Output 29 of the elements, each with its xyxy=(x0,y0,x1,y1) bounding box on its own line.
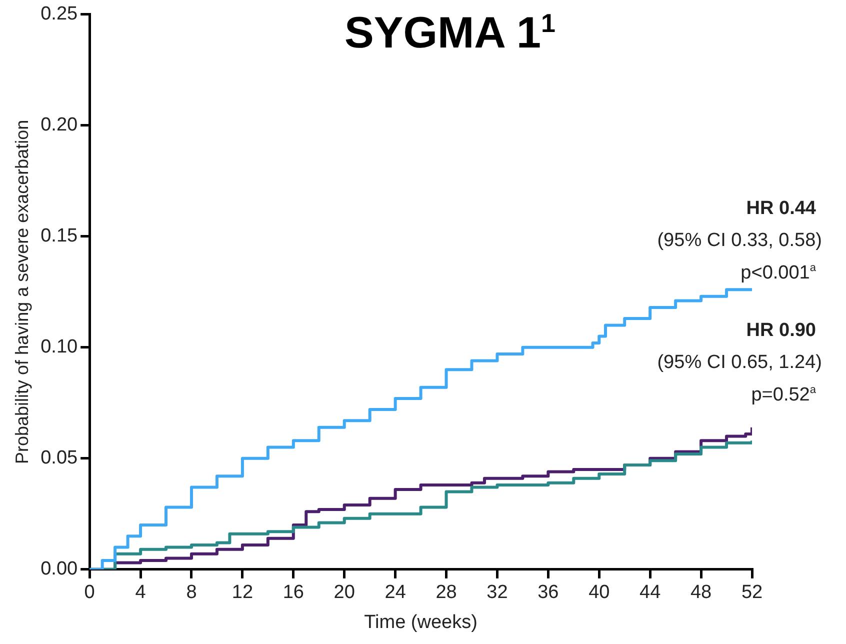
y-tick-label: 0.00 xyxy=(40,558,78,580)
x-tick-label: 40 xyxy=(588,582,610,604)
y-tick-label: 0.20 xyxy=(40,114,78,136)
annotation: (95% CI 0.33, 0.58) xyxy=(657,230,822,252)
x-tick-label: 20 xyxy=(334,582,355,604)
x-tick-label: 36 xyxy=(538,582,559,604)
annotation: HR 0.90 xyxy=(746,320,816,342)
x-tick-label: 0 xyxy=(84,582,95,604)
x-tick-label: 28 xyxy=(436,582,457,604)
chart-title: SYGMA 1$^{1}$ xyxy=(344,8,556,59)
y-tick-label: 0.25 xyxy=(40,4,78,25)
x-tick-label: 4 xyxy=(135,582,146,604)
x-tick-label: 48 xyxy=(690,582,712,604)
x-tick-label: 12 xyxy=(232,582,254,604)
x-tick-label: 8 xyxy=(186,582,197,604)
x-tick-label: 24 xyxy=(384,582,406,604)
y-tick-label: 0.05 xyxy=(40,448,78,469)
y-tick-label: 0.15 xyxy=(40,226,78,247)
y-axis-title: Probability of having a severe exacerbation xyxy=(12,120,32,464)
x-tick-label: 16 xyxy=(282,582,304,604)
x-tick-label: 44 xyxy=(640,582,662,604)
x-tick-label: 32 xyxy=(486,582,508,604)
annotation: (95% CI 0.65, 1.24) xyxy=(657,352,822,374)
annotation: HR 0.44 xyxy=(746,198,816,220)
y-tick-label: 0.10 xyxy=(40,336,78,358)
x-tick-label: 52 xyxy=(741,582,763,604)
x-axis-title: Time (weeks) xyxy=(364,612,478,633)
annotation: p<0.001$^{a}$ xyxy=(740,262,816,284)
annotation: p=0.52$^{a}$ xyxy=(751,384,816,406)
